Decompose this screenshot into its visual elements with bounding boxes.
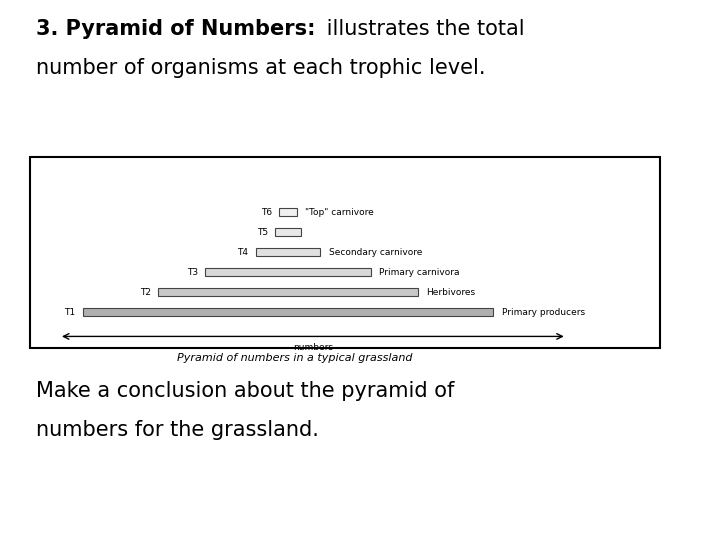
Text: Primary carnivora: Primary carnivora: [379, 267, 460, 276]
Text: Make a conclusion about the pyramid of: Make a conclusion about the pyramid of: [36, 381, 454, 401]
Text: numbers: numbers: [293, 343, 333, 352]
Text: T6: T6: [261, 207, 272, 217]
Text: Secondary carnivore: Secondary carnivore: [329, 247, 423, 256]
Text: T4: T4: [238, 247, 248, 256]
Text: T2: T2: [140, 288, 151, 296]
Bar: [158, 288, 418, 296]
Text: 3. Pyramid of Numbers:: 3. Pyramid of Numbers:: [36, 19, 315, 39]
Text: illustrates the total: illustrates the total: [320, 19, 525, 39]
Bar: [30, 157, 660, 348]
Bar: [205, 268, 371, 276]
Bar: [256, 248, 320, 256]
Bar: [279, 208, 297, 217]
Text: "Top" carnivore: "Top" carnivore: [305, 207, 374, 217]
Text: T3: T3: [187, 267, 198, 276]
Text: numbers for the grassland.: numbers for the grassland.: [36, 420, 319, 440]
Text: T5: T5: [257, 227, 268, 237]
Text: Primary producers: Primary producers: [502, 308, 585, 316]
Text: T1: T1: [65, 308, 76, 316]
Bar: [83, 308, 493, 316]
Text: number of organisms at each trophic level.: number of organisms at each trophic leve…: [36, 58, 485, 78]
Bar: [275, 228, 301, 237]
Text: Pyramid of numbers in a typical grassland: Pyramid of numbers in a typical grasslan…: [177, 353, 413, 363]
Text: Herbivores: Herbivores: [426, 288, 475, 296]
